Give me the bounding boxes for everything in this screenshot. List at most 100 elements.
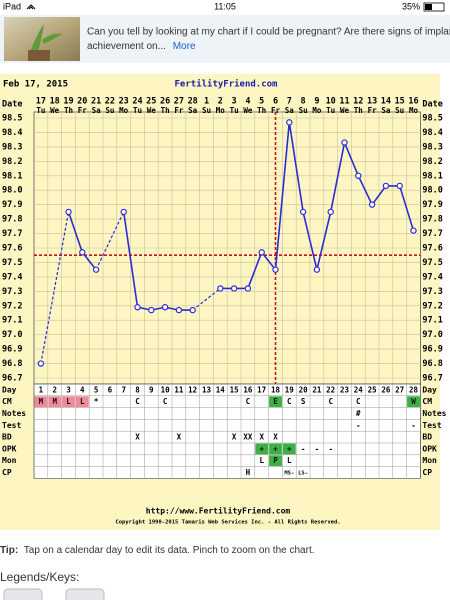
weekday-label: Su bbox=[202, 106, 211, 115]
x-axis-label: Date bbox=[422, 100, 442, 110]
more-link[interactable]: More bbox=[173, 41, 196, 52]
x-axis-label: Date bbox=[2, 100, 22, 110]
cell-text: * bbox=[94, 397, 99, 406]
cell-highlight bbox=[255, 443, 269, 455]
y-tick-label: 98.0 bbox=[2, 186, 22, 196]
date-label: 17 bbox=[36, 97, 46, 107]
cell-text: - bbox=[356, 421, 361, 430]
cell-text: MS- bbox=[284, 471, 294, 477]
cell-text: LS- bbox=[298, 471, 308, 477]
y-tick-label: 97.4 bbox=[422, 272, 442, 282]
temperature-point bbox=[92, 266, 100, 273]
temperature-point bbox=[299, 208, 307, 216]
y-tick-label: 97.8 bbox=[2, 215, 22, 225]
y-tick-label: 97.2 bbox=[422, 301, 442, 311]
cell-text: 3 bbox=[66, 385, 71, 394]
cell-highlight bbox=[282, 443, 296, 455]
y-tick-label: 97.9 bbox=[2, 200, 22, 210]
banner-text-line: achievement on... bbox=[87, 41, 166, 52]
cell-text: 2 bbox=[52, 385, 57, 394]
weekday-label: Mo bbox=[312, 106, 322, 115]
cell-text: C bbox=[246, 397, 251, 406]
weekday-label: Tu bbox=[230, 106, 239, 115]
row-label: Test bbox=[422, 421, 441, 430]
date-label: 12 bbox=[353, 97, 363, 107]
temperature-point bbox=[120, 208, 127, 216]
cell-text: 10 bbox=[161, 385, 171, 394]
cell-highlight bbox=[62, 396, 75, 408]
wifi-icon bbox=[26, 4, 36, 10]
date-label: 2 bbox=[218, 97, 223, 107]
temperature-point bbox=[286, 119, 293, 126]
weekday-label: Fr bbox=[78, 106, 88, 115]
weekday-label: We bbox=[50, 106, 60, 115]
temperature-point bbox=[230, 285, 238, 292]
weekday-label: Fr bbox=[174, 106, 184, 115]
date-label: 11 bbox=[339, 97, 349, 107]
battery-icon bbox=[423, 2, 445, 12]
row-label: CM bbox=[2, 397, 12, 406]
date-label: 14 bbox=[381, 97, 391, 107]
gap-connector bbox=[95, 211, 125, 270]
legend-heading: Legends/Keys: bbox=[0, 570, 79, 584]
temperature-point bbox=[217, 285, 224, 292]
cell-text: X bbox=[259, 433, 264, 442]
temperature-point bbox=[65, 208, 72, 216]
cell-text: 23 bbox=[340, 385, 350, 394]
date-label: 27 bbox=[174, 97, 184, 107]
weekday-label: Mo bbox=[409, 106, 419, 115]
cell-text: 11 bbox=[174, 385, 184, 394]
legend-button[interactable] bbox=[65, 588, 105, 600]
temperature-point bbox=[189, 306, 196, 314]
row-label: BD bbox=[422, 433, 432, 442]
copyright: Copyright 1998-2015 Tamaris Web Services… bbox=[115, 520, 340, 526]
temperature-point bbox=[79, 249, 86, 256]
y-tick-label: 96.8 bbox=[2, 359, 22, 369]
cell-text: 13 bbox=[202, 385, 212, 394]
weekday-label: Fr bbox=[368, 106, 378, 115]
date-label: 8 bbox=[301, 97, 306, 107]
cell-text: - bbox=[301, 444, 306, 453]
weekday-label: Sa bbox=[285, 106, 295, 115]
cell-text: X bbox=[135, 433, 140, 442]
row-label: OPK bbox=[422, 444, 437, 453]
date-label: 16 bbox=[408, 97, 418, 107]
cell-text: 26 bbox=[381, 385, 391, 394]
date-label: 26 bbox=[160, 97, 170, 107]
cell-text: 16 bbox=[243, 385, 253, 394]
temperature-point bbox=[37, 360, 45, 367]
y-tick-label: 97.5 bbox=[422, 258, 442, 268]
y-tick-label: 98.3 bbox=[422, 142, 442, 152]
row-label: Mon bbox=[2, 456, 17, 465]
row-label: OPK bbox=[2, 444, 17, 453]
cell-text: 21 bbox=[312, 385, 322, 394]
y-tick-label: 98.1 bbox=[2, 171, 22, 181]
date-label: 10 bbox=[326, 97, 336, 107]
date-label: 13 bbox=[367, 97, 377, 107]
thumbnail-plant bbox=[30, 24, 62, 52]
y-tick-label: 96.9 bbox=[422, 345, 442, 355]
gap-connector bbox=[192, 287, 221, 311]
y-tick-label: 97.0 bbox=[422, 330, 442, 340]
row-label: CM bbox=[422, 397, 432, 406]
weekday-label: We bbox=[340, 106, 350, 115]
battery-fill bbox=[425, 4, 432, 10]
cell-text: # bbox=[356, 409, 361, 418]
clock: 11:05 bbox=[214, 1, 236, 11]
y-tick-label: 98.2 bbox=[2, 157, 22, 167]
y-tick-label: 96.7 bbox=[2, 374, 22, 384]
cell-highlight bbox=[48, 396, 62, 408]
cell-text: 1 bbox=[39, 385, 44, 394]
weekday-label: Th bbox=[64, 106, 73, 115]
cell-text: 7 bbox=[121, 385, 126, 394]
cell-text: C bbox=[287, 397, 292, 406]
weekday-label: Tu bbox=[326, 106, 335, 115]
legend-button[interactable] bbox=[3, 588, 43, 600]
y-tick-label: 97.1 bbox=[2, 316, 22, 326]
date-label: 19 bbox=[63, 97, 73, 107]
cell-highlight bbox=[407, 396, 420, 408]
cell-text: L bbox=[287, 456, 292, 465]
footer-url[interactable]: http://www.FertilityFriend.com bbox=[146, 506, 291, 516]
cell-text: M bbox=[52, 397, 57, 406]
